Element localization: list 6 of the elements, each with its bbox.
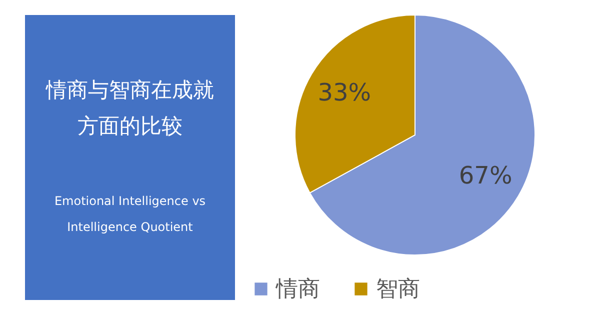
text: 情商与智商在成就方面的比较 bbox=[44, 77, 215, 140]
data-label: 33% bbox=[318, 78, 372, 106]
legend-label: 情商 bbox=[275, 277, 320, 302]
data-label: 67% bbox=[458, 162, 512, 190]
text: Emotional Intelligence vs Intelligence Quotient bbox=[53, 193, 207, 236]
legend-label: 智商 bbox=[376, 277, 420, 302]
